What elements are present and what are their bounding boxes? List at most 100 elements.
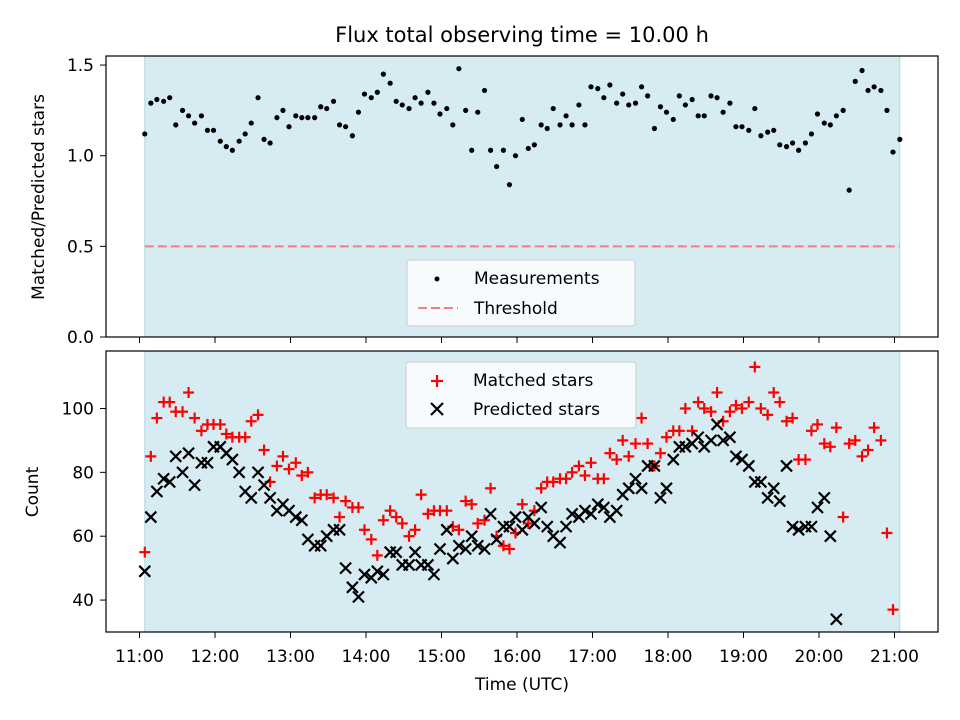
matched-star-point <box>396 517 408 529</box>
measurement-point <box>852 78 858 84</box>
matched-star-point <box>365 533 377 545</box>
predicted-star-point <box>761 491 774 505</box>
predicted-star-point <box>610 504 623 517</box>
measurement-point <box>318 104 324 110</box>
predicted-star-point <box>169 450 183 463</box>
measurement-point <box>368 95 374 101</box>
measurement-point <box>274 115 280 121</box>
matched-star-point <box>843 438 855 450</box>
measurement-point <box>890 149 896 155</box>
predicted-star-point <box>691 430 705 444</box>
predicted-star-point <box>559 520 573 533</box>
matched-star-point <box>252 409 264 421</box>
measurement-point <box>752 105 758 112</box>
predicted-star-point <box>805 520 818 533</box>
predicted-star-point <box>314 539 327 553</box>
bottom-x-tick-label: 13:00 <box>266 647 315 667</box>
matched-star-point <box>139 546 151 558</box>
predicted-star-point <box>654 491 667 505</box>
matched-star-point <box>177 406 189 418</box>
matched-star-point <box>849 434 861 446</box>
matched-star-point <box>296 470 308 482</box>
measurement-point <box>765 129 771 135</box>
measurement-point <box>897 136 903 142</box>
matched-star-point <box>503 543 515 555</box>
predicted-star-point <box>263 491 277 505</box>
measurement-point <box>531 142 537 148</box>
matched-star-point <box>887 604 899 616</box>
measurement-point <box>192 120 198 126</box>
matched-star-point <box>277 450 289 462</box>
measurement-point <box>437 111 443 117</box>
predicted-star-point <box>459 542 472 556</box>
measurement-point <box>229 147 235 153</box>
measurement-point <box>827 122 833 128</box>
measurement-point <box>217 138 223 144</box>
predicted-star-point <box>339 561 352 575</box>
measurements-series <box>142 66 903 193</box>
predicted-star-point <box>478 542 491 556</box>
predicted-star-point <box>830 612 843 626</box>
measurement-point <box>161 98 167 104</box>
measurement-point <box>349 133 356 139</box>
matched-star-point <box>497 540 509 552</box>
measurement-point <box>720 109 726 115</box>
measurement-point <box>595 86 601 92</box>
matched-star-point <box>145 450 157 462</box>
measurement-point <box>814 111 821 117</box>
matched-star-point <box>724 406 736 418</box>
measurement-point <box>355 109 362 115</box>
measurement-point <box>557 122 563 128</box>
predicted-star-point <box>780 459 793 473</box>
predicted-star-point <box>578 504 592 517</box>
predicted-star-point <box>201 456 214 470</box>
predicted-star-point <box>528 517 541 530</box>
predicted-star-point <box>421 558 435 572</box>
predicted-star-point <box>295 513 309 527</box>
matched-star-point <box>422 508 434 520</box>
matched-star-point <box>290 457 302 469</box>
measurement-point <box>746 127 752 133</box>
bottom-x-tick-label: 18:00 <box>644 647 693 667</box>
bottom-y-tick-label: 80 <box>72 463 94 483</box>
measurement-point <box>620 91 626 97</box>
measurement-point <box>154 96 160 103</box>
predicted-star-point <box>534 501 548 514</box>
measurement-point <box>173 122 179 128</box>
matched-star-point <box>781 415 793 427</box>
bottom-y-tick-label: 40 <box>72 591 94 611</box>
measurement-point <box>783 144 790 150</box>
matched-star-point <box>673 425 685 437</box>
predicted-star-point <box>786 520 799 533</box>
measurement-point <box>198 113 205 119</box>
matched-star-point <box>377 514 389 526</box>
top-y-axis-ticks: 0.0 0.5 1.0 1.5 <box>67 56 106 348</box>
measurement-point <box>280 107 286 113</box>
matched-star-point <box>856 450 868 462</box>
measurement-point <box>469 147 475 153</box>
top-y-tick-label: 0.5 <box>67 237 94 257</box>
bottom-y-tick-label: 100 <box>62 399 94 419</box>
measurement-point <box>456 66 462 72</box>
legend-predicted-marker <box>430 402 444 416</box>
bottom-legend: Matched stars Predicted stars <box>405 361 637 429</box>
measurement-point <box>267 140 273 146</box>
measurement-point <box>494 163 500 170</box>
matched-star-point <box>799 454 811 466</box>
measurement-point <box>248 120 254 126</box>
predicted-star-point <box>446 552 460 565</box>
measurement-point <box>412 95 418 101</box>
predicted-star-point <box>565 507 579 521</box>
matched-star-point <box>358 524 370 536</box>
measurement-point <box>179 107 186 113</box>
matched-star-point <box>183 387 195 399</box>
matched-star-point <box>321 489 333 501</box>
predicted-star-point <box>471 539 485 553</box>
predicted-star-point <box>818 491 831 505</box>
matched-star-point <box>579 470 591 482</box>
matched-star-point <box>245 415 257 427</box>
measurement-point <box>185 113 192 119</box>
top-plot: 0.0 0.5 1.0 1.5 Matched/Predicted stars Mea… <box>29 55 939 348</box>
predicted-star-point <box>754 475 768 489</box>
